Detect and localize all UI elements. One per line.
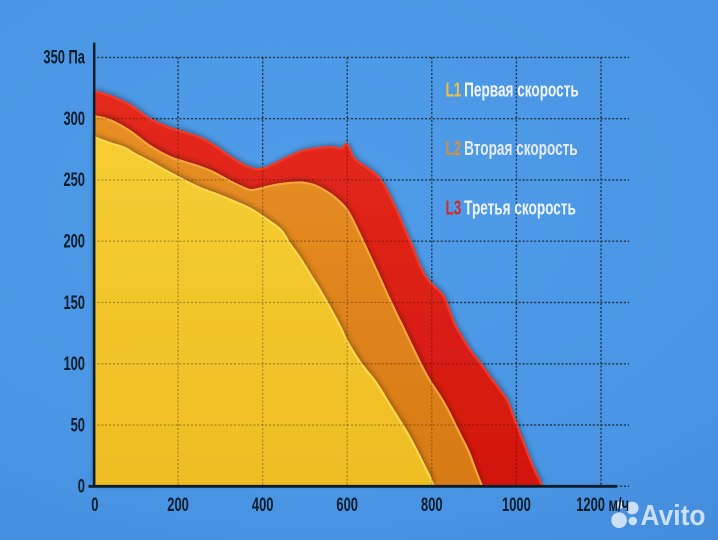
- svg-text:200: 200: [167, 495, 189, 516]
- svg-text:250: 250: [63, 170, 85, 191]
- svg-text:0: 0: [91, 495, 98, 516]
- svg-text:Первая скорость: Первая скорость: [464, 79, 579, 101]
- svg-text:1200 м/ч: 1200 м/ч: [576, 495, 629, 516]
- svg-text:0: 0: [78, 476, 85, 497]
- svg-text:350 Па: 350 Па: [43, 47, 85, 68]
- svg-text:Третья скорость: Третья скорость: [464, 197, 576, 219]
- svg-text:L2: L2: [445, 138, 461, 160]
- svg-text:600: 600: [336, 495, 358, 516]
- svg-text:L3: L3: [445, 197, 461, 219]
- svg-text:Вторая скорость: Вторая скорость: [464, 138, 577, 160]
- svg-text:50: 50: [71, 415, 85, 436]
- svg-text:Avito: Avito: [641, 500, 706, 532]
- svg-text:150: 150: [63, 292, 85, 313]
- svg-text:L1: L1: [445, 79, 461, 101]
- svg-text:100: 100: [63, 354, 85, 375]
- svg-text:400: 400: [252, 495, 274, 516]
- svg-text:1000: 1000: [502, 495, 531, 516]
- svg-text:300: 300: [63, 109, 85, 130]
- svg-text:800: 800: [421, 495, 443, 516]
- svg-text:200: 200: [63, 231, 85, 252]
